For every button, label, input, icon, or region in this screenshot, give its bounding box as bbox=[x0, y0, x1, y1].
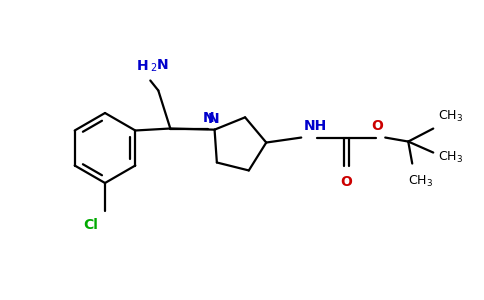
Text: CH$_3$: CH$_3$ bbox=[438, 150, 463, 165]
Text: O: O bbox=[340, 175, 352, 188]
Text: NH: NH bbox=[304, 118, 328, 133]
Text: H: H bbox=[136, 59, 148, 74]
Text: CH$_3$: CH$_3$ bbox=[408, 173, 433, 189]
Text: N: N bbox=[208, 112, 219, 126]
Text: CH$_3$: CH$_3$ bbox=[438, 108, 463, 124]
Text: $_2$N: $_2$N bbox=[151, 57, 169, 74]
Text: N: N bbox=[202, 112, 214, 125]
Text: O: O bbox=[371, 118, 383, 133]
Text: Cl: Cl bbox=[84, 218, 98, 232]
